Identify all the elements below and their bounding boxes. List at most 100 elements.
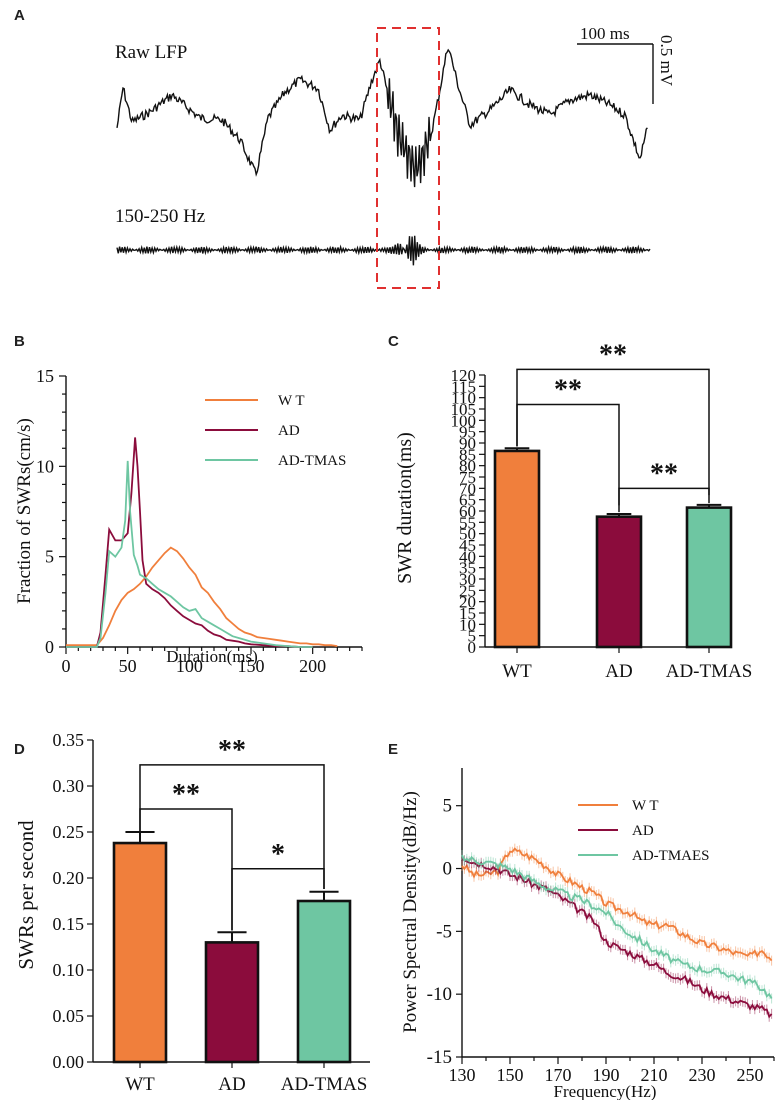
e-xtick-label: 130 — [449, 1065, 476, 1085]
d-significance-bracket — [139, 764, 325, 890]
d-xtick-label: AD-TMAS — [281, 1074, 368, 1095]
d-ytick-label: 0.00 — [53, 1052, 85, 1072]
panel-letter-e: E — [388, 741, 398, 758]
c-ytick-label: 85 — [459, 445, 476, 464]
panel-letter-d: D — [14, 741, 25, 758]
e-legend-ad: AD — [632, 823, 654, 839]
b-legend-ad: AD — [278, 423, 300, 439]
c-ytick-label: 45 — [459, 536, 476, 555]
panel-b: Fraction of SWRs(cm/s) Duration(ms) W T … — [14, 366, 363, 676]
panel-letter-b: B — [14, 333, 25, 350]
d-ytick-label: 0.25 — [53, 822, 85, 842]
c-significance-bracket — [516, 368, 710, 496]
voltage-scale-label: 0.5 mV — [657, 35, 676, 87]
e-series-ad-tmaes — [461, 854, 773, 999]
c-ytick-label: 90 — [459, 434, 476, 453]
b-xtick-label: 50 — [119, 656, 137, 676]
c-significance-label: ** — [650, 458, 678, 489]
d-ytick-label: 0.10 — [53, 960, 85, 980]
c-bar-ad — [595, 515, 643, 649]
ripple-highlight-box — [376, 27, 440, 289]
e-xtick-label: 170 — [545, 1065, 572, 1085]
e-xlabel: Frequency(Hz) — [554, 1082, 657, 1100]
e-errorbars-wt — [461, 843, 773, 966]
time-scale-label: 100 ms — [580, 24, 630, 43]
e-xtick-label: 190 — [593, 1065, 620, 1085]
c-ytick-label: 95 — [459, 423, 476, 442]
b-ytick-label: 5 — [45, 547, 54, 567]
c-ytick-label: 75 — [459, 468, 476, 487]
b-ylabel: Fraction of SWRs(cm/s) — [14, 418, 35, 604]
c-ytick-label: 60 — [459, 502, 476, 521]
d-ytick-label: 0.20 — [53, 868, 85, 888]
c-xtick-label: WT — [502, 661, 532, 682]
b-ytick-label: 15 — [36, 366, 54, 386]
c-ytick-label: 25 — [459, 581, 476, 600]
panel-e: Power Spectral Density(dB/Hz) Frequency(… — [400, 768, 775, 1100]
b-series-ad — [66, 437, 313, 648]
d-xtick-label: AD — [218, 1074, 245, 1095]
c-ytick-label: 30 — [459, 570, 476, 589]
panel-d: SWRs per second 0.00 0.05 0.10 0.15 0.20 0.25… — [14, 730, 370, 1095]
b-xtick-label: 100 — [176, 656, 203, 676]
c-ytick-label: 40 — [459, 547, 476, 566]
d-bar-wt — [112, 841, 168, 1064]
e-series-ad — [461, 857, 773, 1019]
c-xtick-label: AD-TMAS — [666, 661, 753, 682]
c-ytick-label: 100 — [451, 411, 477, 430]
e-ytick-label: -5 — [436, 921, 452, 942]
filtered-trace — [116, 235, 651, 266]
e-ytick-label: 0 — [443, 859, 453, 880]
e-legend: W T AD AD-TMAES — [578, 798, 710, 864]
b-xtick-label: 0 — [62, 656, 71, 676]
e-xtick-label: 210 — [641, 1065, 668, 1085]
e-legend-wt: W T — [632, 798, 659, 814]
e-ytick-label: -10 — [427, 984, 452, 1005]
b-ytick-label: 0 — [45, 637, 54, 657]
c-significance-label: ** — [554, 374, 582, 405]
c-ytick-label: 80 — [459, 457, 476, 476]
c-ytick-label: 10 — [459, 615, 476, 634]
c-ytick-label: 20 — [459, 593, 476, 612]
b-xtick-label: 150 — [238, 656, 265, 676]
raw-lfp-trace — [116, 48, 648, 188]
panel-letter-a: A — [14, 7, 25, 24]
d-ytick-label: 0.35 — [53, 730, 85, 750]
panel-a: Raw LFP 150-250 Hz 100 ms 0.5 mV — [115, 24, 676, 289]
d-ylabel: SWRs per second — [14, 820, 38, 970]
d-significance-label: ** — [172, 779, 200, 810]
e-xtick-label: 250 — [737, 1065, 764, 1085]
b-ytick-label: 10 — [36, 456, 54, 476]
c-ytick-label: 0 — [468, 638, 477, 657]
c-bar-ad-tmas — [685, 506, 733, 649]
e-errorbars-ad — [461, 853, 773, 1022]
d-bar-ad — [204, 941, 260, 1064]
d-ytick-label: 0.30 — [53, 776, 85, 796]
b-series-wt — [66, 546, 338, 647]
b-series-ad-tmas — [66, 460, 313, 648]
c-ytick-label: 35 — [459, 559, 476, 578]
b-legend: W T AD AD-TMAS — [205, 393, 346, 469]
c-significance-label: ** — [599, 339, 627, 370]
c-ytick-label: 5 — [468, 627, 477, 646]
c-bar-wt — [493, 449, 541, 649]
c-significance-bracket — [516, 403, 620, 506]
b-legend-wt: W T — [278, 393, 305, 409]
c-ytick-label: 105 — [451, 400, 477, 419]
d-ytick-label: 0.15 — [53, 914, 85, 934]
panel-letter-c: C — [388, 333, 399, 350]
c-ytick-label: 70 — [459, 479, 476, 498]
b-legend-tmas: AD-TMAS — [278, 453, 346, 469]
c-ytick-label: 65 — [459, 491, 476, 510]
c-xtick-label: AD — [605, 661, 632, 682]
c-ytick-label: 115 — [451, 377, 476, 396]
raw-lfp-label: Raw LFP — [115, 42, 187, 63]
e-ytick-label: -15 — [427, 1047, 452, 1068]
c-ytick-label: 55 — [459, 513, 476, 532]
e-ytick-label: 5 — [443, 796, 453, 817]
c-ylabel: SWR duration(ms) — [394, 432, 416, 584]
e-ylabel: Power Spectral Density(dB/Hz) — [400, 791, 421, 1033]
d-bar-ad-tmas — [296, 899, 352, 1064]
c-ytick-label: 110 — [451, 389, 476, 408]
